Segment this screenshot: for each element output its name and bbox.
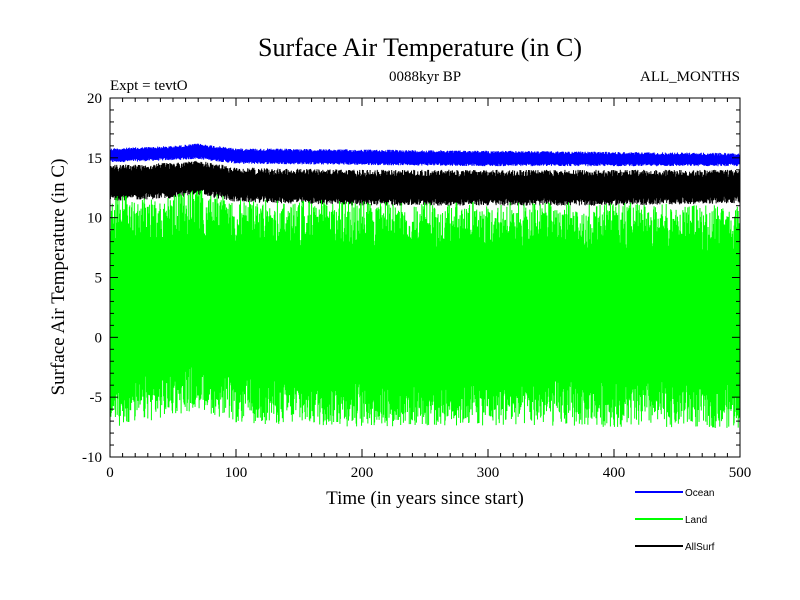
months-label: ALL_MONTHS bbox=[640, 69, 740, 85]
experiment-label: Expt = tevtO bbox=[110, 78, 188, 94]
x-axis-label: Time (in years since start) bbox=[326, 488, 524, 509]
legend-label-allsurf: AllSurf bbox=[685, 542, 715, 553]
plot-area bbox=[110, 143, 740, 429]
chart-title: Surface Air Temperature (in C) bbox=[258, 33, 582, 62]
series-land bbox=[110, 190, 740, 429]
x-tick-label: 400 bbox=[603, 465, 626, 481]
y-tick-label: 5 bbox=[95, 271, 103, 287]
x-tick-label: 300 bbox=[477, 465, 500, 481]
series-allsurf bbox=[110, 160, 740, 206]
y-tick-label: 0 bbox=[95, 330, 103, 346]
legend-label-ocean: Ocean bbox=[685, 488, 714, 499]
y-tick-label: 20 bbox=[87, 91, 102, 107]
legend-label-land: Land bbox=[685, 515, 707, 526]
x-tick-label: 200 bbox=[351, 465, 374, 481]
x-tick-label: 0 bbox=[106, 465, 114, 481]
y-axis-label: Surface Air Temperature (in C) bbox=[48, 159, 69, 396]
y-tick-label: 10 bbox=[87, 211, 102, 227]
axes: 0 100 200 300 400 500 -10 -5 0 5 10 15 20 bbox=[82, 91, 751, 481]
series-ocean bbox=[110, 143, 740, 167]
legend: Ocean Land AllSurf bbox=[635, 488, 715, 553]
x-tick-label: 500 bbox=[729, 465, 752, 481]
x-tick-label: 100 bbox=[225, 465, 248, 481]
y-tick-label: 15 bbox=[87, 151, 102, 167]
y-tick-label: -10 bbox=[82, 450, 102, 466]
y-tick-label: -5 bbox=[90, 390, 103, 406]
period-label: 0088kyr BP bbox=[389, 69, 461, 85]
